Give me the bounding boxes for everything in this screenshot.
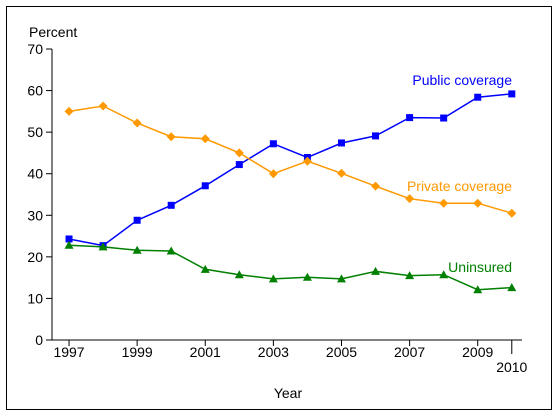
private-coverage-point bbox=[439, 198, 449, 208]
public-coverage-point bbox=[406, 114, 414, 122]
x-tick-label: 1997 bbox=[53, 344, 84, 360]
public-coverage-point bbox=[508, 90, 516, 98]
y-tick-label: 30 bbox=[27, 207, 43, 223]
uninsured-point bbox=[473, 285, 483, 294]
uninsured-point bbox=[200, 264, 210, 273]
private-coverage-point bbox=[302, 156, 312, 166]
public-coverage-point bbox=[65, 235, 73, 243]
x-tick-label: 2001 bbox=[190, 344, 221, 360]
y-tick-label: 70 bbox=[27, 41, 43, 57]
x-tick-label: 2009 bbox=[462, 344, 493, 360]
x-axis-title: Year bbox=[274, 385, 303, 401]
y-tick-label: 0 bbox=[35, 332, 43, 348]
public-coverage-point bbox=[269, 140, 277, 148]
private-coverage-point bbox=[234, 148, 244, 158]
public-coverage-point bbox=[337, 139, 345, 147]
x-tick-label: 1999 bbox=[122, 344, 153, 360]
public-coverage-point bbox=[474, 93, 482, 101]
public-coverage-point bbox=[372, 132, 380, 140]
y-tick-label: 20 bbox=[27, 249, 43, 265]
uninsured-point bbox=[336, 274, 346, 283]
public-coverage-point bbox=[235, 161, 243, 169]
uninsured-point bbox=[439, 270, 449, 279]
private-coverage-point bbox=[405, 194, 415, 204]
private-coverage-point bbox=[371, 181, 381, 191]
x-tick-label: 2003 bbox=[258, 344, 289, 360]
y-tick-label: 40 bbox=[27, 166, 43, 182]
private-coverage-point bbox=[98, 101, 108, 111]
y-tick-label: 60 bbox=[27, 83, 43, 99]
y-tick-label: 50 bbox=[27, 124, 43, 140]
chart-frame bbox=[6, 6, 552, 410]
y-tick-label: 10 bbox=[27, 290, 43, 306]
uninsured-point bbox=[507, 283, 517, 292]
y-axis-title: Percent bbox=[29, 24, 77, 40]
uninsured-label: Uninsured bbox=[448, 259, 512, 275]
uninsured-line bbox=[68, 244, 512, 291]
x-tick-label: 2005 bbox=[326, 344, 357, 360]
private-coverage-point bbox=[473, 198, 483, 208]
axes: 0 10 20 30 40 50 60 70 1997 1999 2001 2003 2005 2007 2… bbox=[27, 41, 527, 375]
uninsured-point bbox=[302, 272, 312, 281]
uninsured-point bbox=[132, 245, 142, 254]
uninsured-point bbox=[405, 271, 415, 280]
uninsured-point bbox=[98, 242, 108, 251]
uninsured-point bbox=[166, 246, 176, 255]
public-coverage-point bbox=[440, 114, 448, 122]
private-coverage-point bbox=[268, 169, 278, 179]
uninsured-point bbox=[234, 270, 244, 279]
public-coverage-line bbox=[68, 93, 512, 247]
private-coverage-point bbox=[166, 132, 176, 142]
labels-group: Public coverage Private coverage Uninsured bbox=[407, 72, 512, 275]
private-coverage-point bbox=[132, 118, 142, 128]
public-coverage-point bbox=[133, 216, 141, 224]
private-coverage-point bbox=[64, 106, 74, 116]
x-tick-label: 2010 bbox=[496, 359, 527, 375]
private-coverage-line bbox=[68, 105, 513, 214]
private-coverage-point bbox=[507, 208, 517, 218]
uninsured-point bbox=[64, 240, 74, 249]
public-coverage-point bbox=[167, 201, 175, 209]
uninsured-point bbox=[371, 266, 381, 275]
private-coverage-point bbox=[200, 134, 210, 144]
public-coverage-label: Public coverage bbox=[412, 72, 512, 88]
public-coverage-point bbox=[201, 182, 209, 190]
series-group bbox=[64, 90, 517, 294]
x-tick-label: 2007 bbox=[394, 344, 425, 360]
private-coverage-label: Private coverage bbox=[407, 178, 512, 194]
private-coverage-point bbox=[336, 168, 346, 178]
uninsured-point bbox=[268, 274, 278, 283]
